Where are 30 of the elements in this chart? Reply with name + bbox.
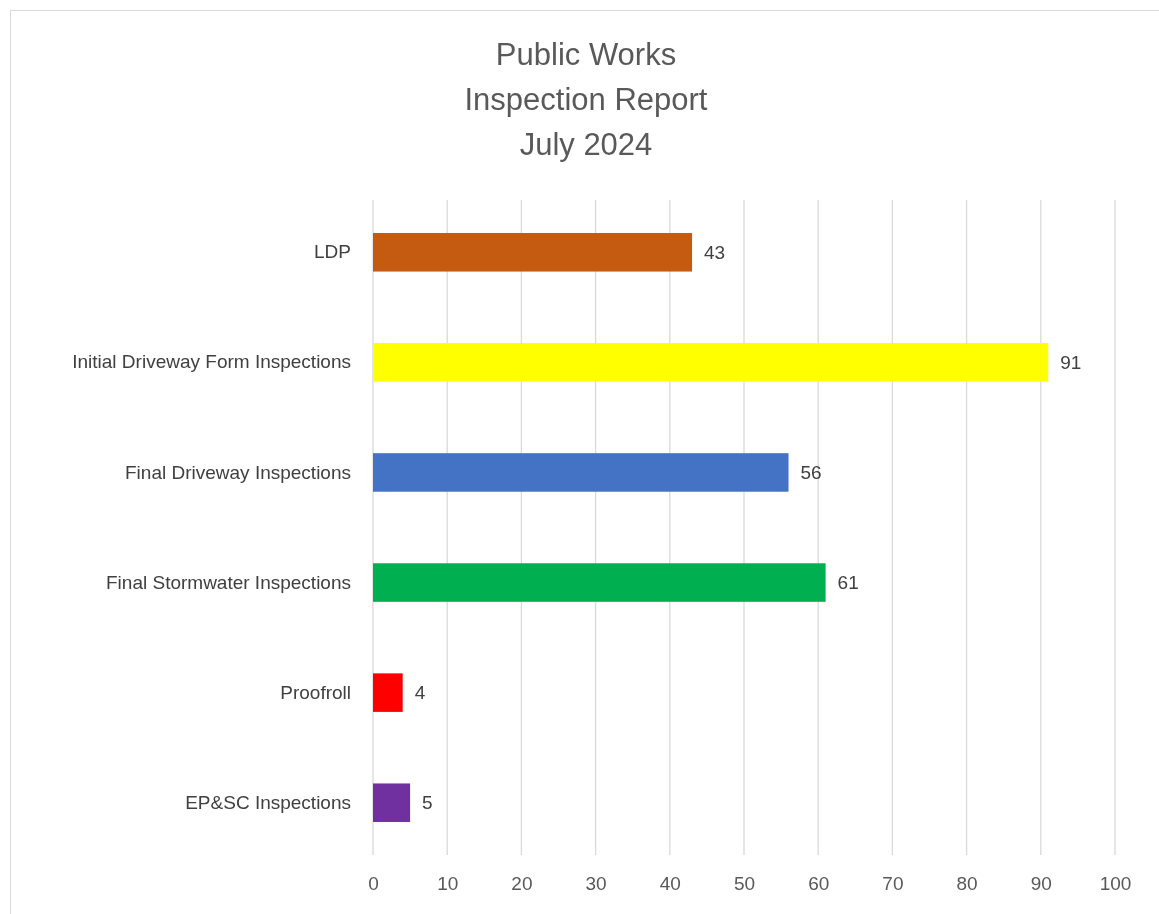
y-tick-label: Final Driveway Inspections xyxy=(125,461,351,483)
bar xyxy=(373,673,403,712)
x-tick-label: 60 xyxy=(808,873,830,895)
bar xyxy=(373,563,826,602)
x-tick-label: 20 xyxy=(511,873,533,895)
data-label: 56 xyxy=(800,462,822,484)
bar xyxy=(373,783,411,822)
y-tick-label: Final Stormwater Inspections xyxy=(106,571,351,593)
data-label: 4 xyxy=(414,682,426,704)
x-tick-label: 50 xyxy=(733,873,756,895)
bar xyxy=(373,453,789,492)
y-tick-label: Proofroll xyxy=(280,681,351,703)
x-tick-label: 80 xyxy=(956,873,978,895)
x-tick-label: 30 xyxy=(585,873,607,895)
y-tick-label: EP&SC Inspections xyxy=(185,791,351,813)
x-tick-label: 40 xyxy=(659,873,681,895)
y-tick-label: LDP xyxy=(314,241,351,263)
x-tick-label: 100 xyxy=(1099,873,1132,895)
data-label: 5 xyxy=(422,792,433,814)
x-tick-label: 0 xyxy=(368,873,379,895)
bar xyxy=(373,233,693,272)
chart-title: Public Works Inspection Report July 2024 xyxy=(464,37,708,162)
x-tick-label: 10 xyxy=(437,873,459,895)
data-label: 43 xyxy=(704,241,726,263)
bar xyxy=(373,343,1049,382)
x-tick-label: 70 xyxy=(882,873,904,895)
data-label: 91 xyxy=(1060,352,1082,374)
y-tick-label: Initial Driveway Form Inspections xyxy=(72,351,351,373)
data-label: 61 xyxy=(837,572,859,594)
x-tick-label: 90 xyxy=(1030,873,1052,895)
